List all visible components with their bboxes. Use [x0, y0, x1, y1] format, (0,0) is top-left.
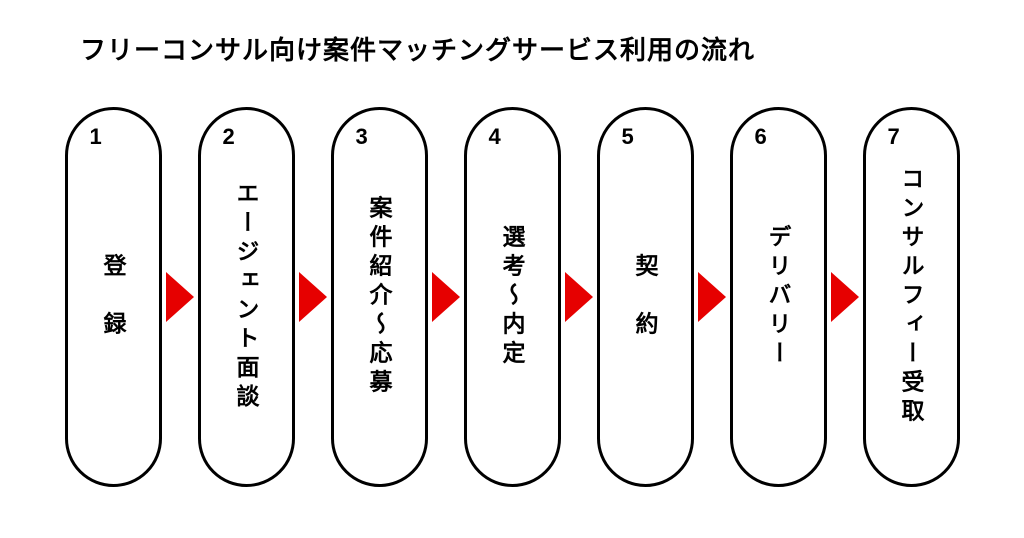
step-pill-1: 1 登 録 — [65, 107, 162, 487]
step-number: 6 — [755, 124, 767, 150]
arrow-icon — [698, 272, 726, 322]
step-pill-4: 4 選考～内定 — [464, 107, 561, 487]
diagram-title: フリーコンサル向け案件マッチングサービス利用の流れ — [80, 30, 964, 67]
step-label: コンサルフィー受取 — [894, 167, 928, 428]
step-label: エージェント面談 — [229, 181, 263, 413]
step-label: 登 録 — [96, 254, 130, 341]
step-label: デリバリー — [761, 225, 795, 370]
step-number: 7 — [888, 124, 900, 150]
step-label: 選考～内定 — [495, 225, 529, 370]
step-label: 案件紹介～応募 — [362, 196, 396, 399]
step-number: 2 — [223, 124, 235, 150]
step-pill-5: 5 契 約 — [597, 107, 694, 487]
step-label: 契 約 — [628, 254, 662, 341]
arrow-icon — [565, 272, 593, 322]
arrow-icon — [432, 272, 460, 322]
arrow-icon — [831, 272, 859, 322]
step-pill-6: 6 デリバリー — [730, 107, 827, 487]
arrow-icon — [166, 272, 194, 322]
step-number: 1 — [90, 124, 102, 150]
arrow-icon — [299, 272, 327, 322]
flow-container: 1 登 録 2 エージェント面談 3 案件紹介～応募 4 選考～内定 5 契 約… — [60, 107, 964, 487]
step-number: 5 — [622, 124, 634, 150]
step-number: 4 — [489, 124, 501, 150]
step-pill-2: 2 エージェント面談 — [198, 107, 295, 487]
step-pill-7: 7 コンサルフィー受取 — [863, 107, 960, 487]
step-pill-3: 3 案件紹介～応募 — [331, 107, 428, 487]
step-number: 3 — [356, 124, 368, 150]
